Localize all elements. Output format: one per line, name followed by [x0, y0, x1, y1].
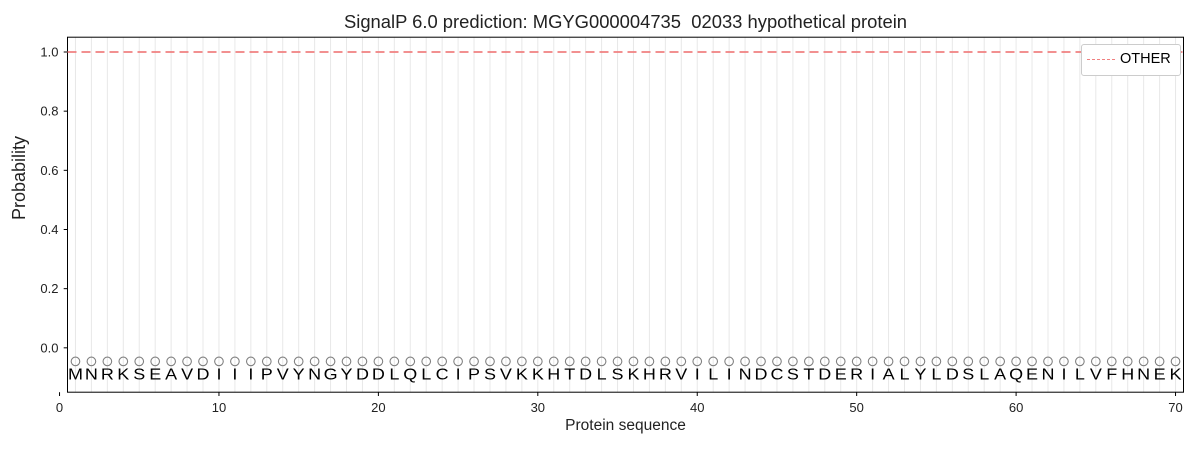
svg-text:D: D: [197, 366, 210, 383]
svg-text:H: H: [547, 366, 560, 383]
svg-text:K: K: [516, 366, 528, 383]
svg-text:I: I: [695, 366, 700, 383]
svg-text:0.0: 0.0: [40, 340, 58, 355]
svg-text:I: I: [456, 366, 461, 383]
svg-text:L: L: [899, 366, 909, 383]
svg-text:K: K: [532, 366, 544, 383]
svg-text:D: D: [579, 366, 592, 383]
svg-text:M: M: [68, 366, 83, 383]
svg-text:50: 50: [849, 400, 863, 415]
svg-text:Y: Y: [340, 366, 352, 383]
svg-text:V: V: [500, 366, 513, 383]
svg-text:K: K: [627, 366, 639, 383]
svg-text:0.8: 0.8: [40, 104, 58, 119]
svg-text:D: D: [356, 366, 369, 383]
svg-text:I: I: [870, 366, 875, 383]
svg-text:S: S: [962, 366, 974, 383]
svg-text:Q: Q: [403, 366, 417, 383]
svg-text:E: E: [149, 366, 161, 383]
svg-text:N: N: [308, 366, 321, 383]
svg-text:L: L: [979, 366, 989, 383]
svg-text:K: K: [117, 366, 129, 383]
svg-text:N: N: [1137, 366, 1150, 383]
svg-text:F: F: [1106, 366, 1117, 383]
svg-text:P: P: [261, 366, 273, 383]
svg-text:I: I: [216, 366, 221, 383]
svg-text:L: L: [597, 366, 607, 383]
svg-text:S: S: [133, 366, 145, 383]
svg-text:30: 30: [531, 400, 545, 415]
svg-text:L: L: [708, 366, 718, 383]
svg-text:E: E: [835, 366, 847, 383]
svg-text:10: 10: [212, 400, 226, 415]
svg-text:L: L: [931, 366, 941, 383]
svg-text:D: D: [818, 366, 831, 383]
svg-text:S: S: [484, 366, 496, 383]
svg-text:C: C: [770, 366, 783, 383]
svg-text:V: V: [675, 366, 688, 383]
svg-text:S: S: [787, 366, 799, 383]
svg-text:Y: Y: [293, 366, 305, 383]
svg-text:A: A: [994, 366, 1007, 383]
svg-text:70: 70: [1168, 400, 1182, 415]
svg-text:E: E: [1026, 366, 1038, 383]
svg-text:C: C: [436, 366, 449, 383]
svg-text:I: I: [232, 366, 237, 383]
svg-text:Q: Q: [1009, 366, 1023, 383]
svg-text:S: S: [612, 366, 624, 383]
svg-text:V: V: [1090, 366, 1103, 383]
svg-text:0.2: 0.2: [40, 281, 58, 296]
svg-text:L: L: [389, 366, 399, 383]
svg-text:0: 0: [56, 400, 63, 415]
svg-text:E: E: [1154, 366, 1166, 383]
svg-text:A: A: [883, 366, 896, 383]
svg-text:D: D: [755, 366, 768, 383]
svg-text:20: 20: [371, 400, 385, 415]
svg-text:G: G: [324, 366, 338, 383]
svg-text:V: V: [181, 366, 194, 383]
svg-text:L: L: [1075, 366, 1085, 383]
svg-text:0.4: 0.4: [40, 222, 58, 237]
svg-text:K: K: [1170, 366, 1182, 383]
svg-text:R: R: [101, 366, 114, 383]
svg-text:P: P: [468, 366, 480, 383]
svg-text:1.0: 1.0: [40, 44, 58, 59]
svg-text:I: I: [727, 366, 732, 383]
svg-text:0.6: 0.6: [40, 163, 58, 178]
svg-text:R: R: [850, 366, 863, 383]
svg-text:60: 60: [1009, 400, 1023, 415]
svg-text:R: R: [659, 366, 672, 383]
svg-text:L: L: [421, 366, 431, 383]
svg-text:A: A: [165, 366, 178, 383]
svg-text:T: T: [564, 366, 575, 383]
svg-text:N: N: [85, 366, 98, 383]
svg-text:I: I: [1061, 366, 1066, 383]
svg-text:N: N: [739, 366, 752, 383]
svg-text:Y: Y: [914, 366, 926, 383]
svg-text:D: D: [946, 366, 959, 383]
svg-text:D: D: [372, 366, 385, 383]
svg-text:V: V: [277, 366, 290, 383]
svg-text:40: 40: [690, 400, 704, 415]
svg-text:N: N: [1041, 366, 1054, 383]
svg-text:T: T: [803, 366, 814, 383]
svg-text:H: H: [1121, 366, 1134, 383]
svg-text:I: I: [248, 366, 253, 383]
svg-text:H: H: [643, 366, 656, 383]
